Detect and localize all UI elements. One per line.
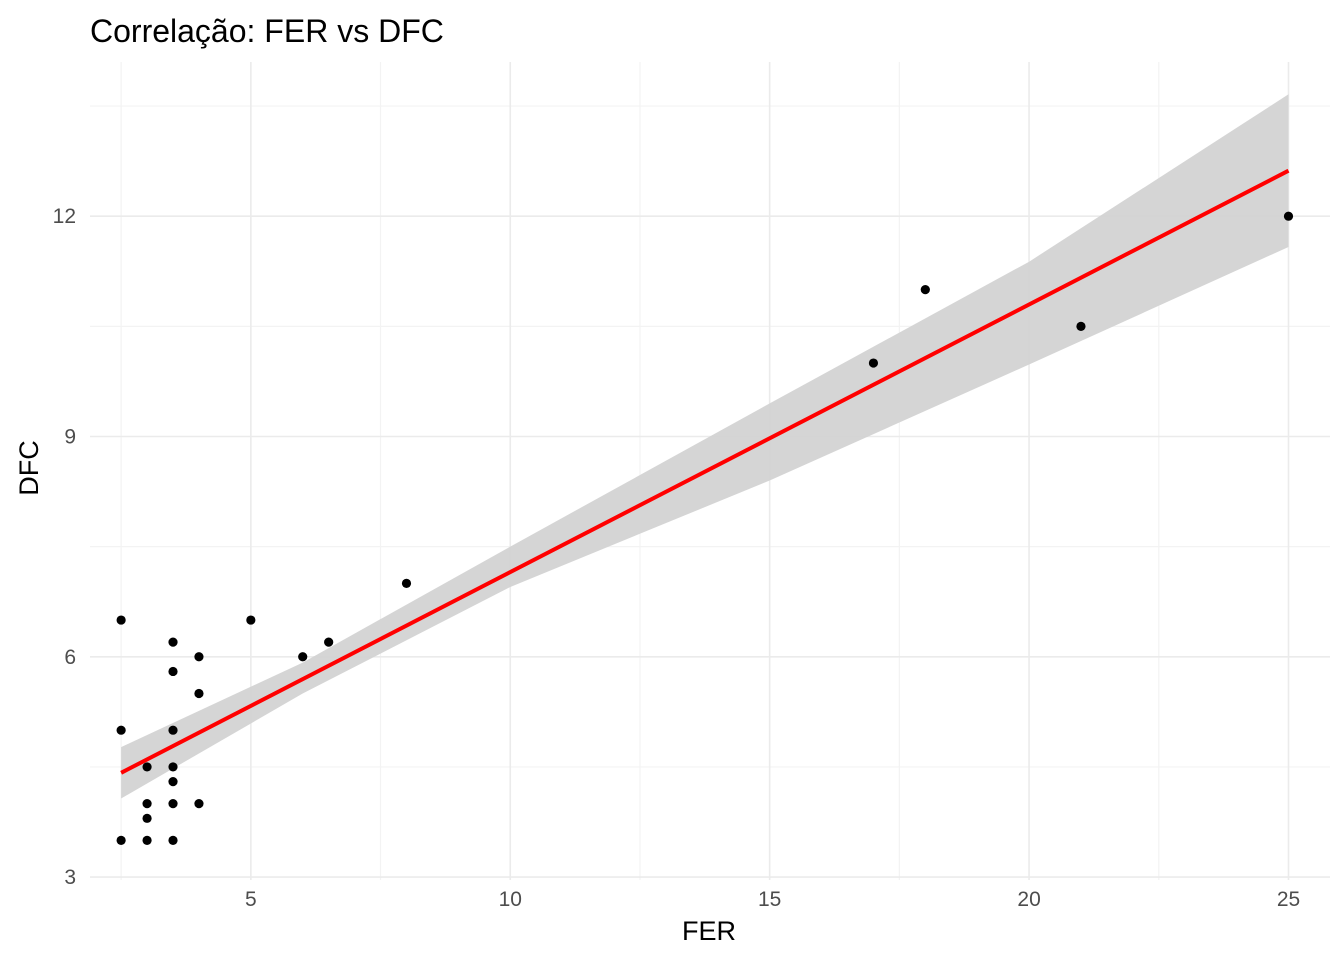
data-point xyxy=(194,652,204,662)
chart-title: Correlação: FER vs DFC xyxy=(90,13,444,49)
data-point xyxy=(168,835,178,845)
confidence-band xyxy=(121,94,1289,799)
data-point xyxy=(142,813,152,823)
data-points xyxy=(116,211,1294,845)
data-point xyxy=(298,652,308,662)
data-point xyxy=(168,799,178,809)
data-point xyxy=(401,578,412,588)
data-point xyxy=(168,762,178,772)
data-point xyxy=(194,688,204,699)
data-point xyxy=(1283,211,1294,221)
data-point xyxy=(168,777,178,787)
data-point xyxy=(868,358,879,368)
data-point xyxy=(168,725,178,735)
data-point xyxy=(194,799,204,809)
regression-line xyxy=(120,168,1290,775)
data-point xyxy=(246,615,256,625)
x-tick-label: 10 xyxy=(499,888,522,911)
data-point xyxy=(324,637,334,647)
x-axis-title: FER xyxy=(682,916,736,946)
data-point xyxy=(168,637,178,647)
data-point xyxy=(142,835,152,845)
x-tick-label: 20 xyxy=(1017,888,1040,911)
data-point xyxy=(1076,321,1086,331)
y-tick-label: 9 xyxy=(64,425,76,448)
regression-line-path xyxy=(120,168,1290,775)
confidence-band-area xyxy=(121,94,1289,799)
x-tick-label: 25 xyxy=(1277,888,1300,911)
y-axis-title: DFC xyxy=(14,440,44,496)
y-tick-label: 12 xyxy=(53,205,76,228)
x-axis-ticks: 5 10 15 20 25 xyxy=(245,888,1300,911)
data-point xyxy=(142,762,152,772)
y-tick-label: 6 xyxy=(64,646,76,669)
y-axis-ticks: 3 6 9 12 xyxy=(53,205,76,889)
data-point xyxy=(168,666,178,677)
data-point xyxy=(116,835,126,845)
x-tick-label: 5 xyxy=(245,888,257,911)
data-point xyxy=(116,615,126,625)
y-tick-label: 3 xyxy=(64,866,76,889)
data-point xyxy=(116,725,126,735)
data-point xyxy=(142,799,152,809)
data-point xyxy=(920,285,930,295)
x-tick-label: 15 xyxy=(758,888,781,911)
